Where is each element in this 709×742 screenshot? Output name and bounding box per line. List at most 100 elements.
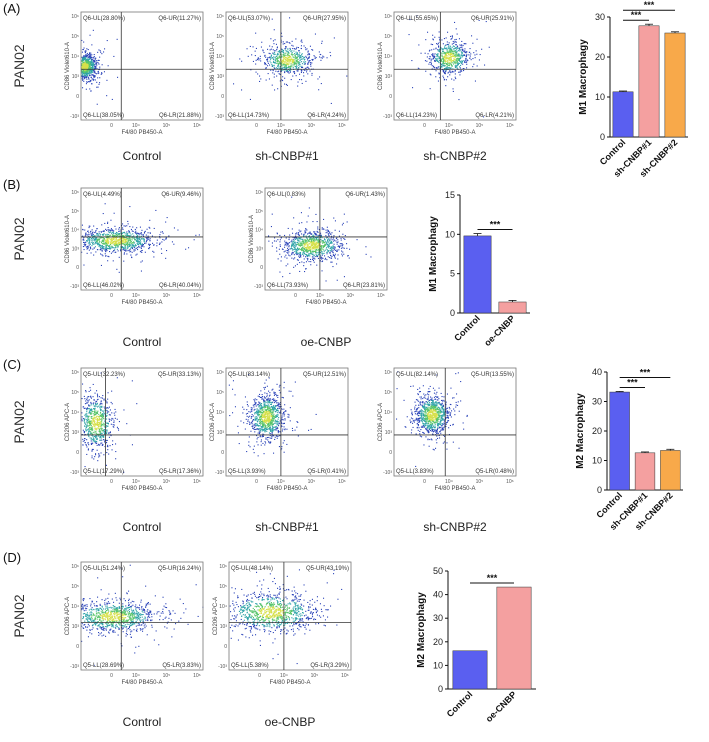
y-tick-label: 10⁴ <box>71 54 79 60</box>
plot-frame <box>80 561 204 671</box>
y-tick-label: 10⁵ <box>384 34 392 40</box>
quadrant-ll-label: Q6-LL(73.93%) <box>267 283 308 289</box>
y-tick-label: 10⁵ <box>216 34 224 40</box>
plot-frame <box>393 367 517 477</box>
scatter-points <box>233 17 348 104</box>
bar <box>498 301 527 314</box>
quadrant-ur-label: Q6-UR(27.95%) <box>303 16 346 22</box>
x-tick-label: 10⁴ <box>280 673 288 679</box>
cytometry-plot-control: Q5-UL(32.23%) Q5-UR(33.13%) Q5-LL(17.29%) Q… <box>65 367 204 534</box>
category-label: Control <box>452 313 482 343</box>
y-tick-label: 0 <box>221 450 224 456</box>
y-tick-label: 20 <box>595 52 605 62</box>
y-axis-label: CD86 Violet610-A <box>65 215 71 263</box>
y-tick-label: 10⁵ <box>71 390 79 396</box>
y-tick-label: 10⁵ <box>216 390 224 396</box>
x-tick-label: 10⁶ <box>193 123 201 129</box>
x-tick-label: 10⁴ <box>132 479 140 485</box>
x-tick-label: 0 <box>110 479 113 485</box>
quadrant-ll-label: Q5-LL(3.93%) <box>228 469 266 475</box>
y-tick-label: 10³ <box>72 624 80 630</box>
y-tick-label: 10⁵ <box>219 584 227 590</box>
category-label: Control <box>445 689 475 719</box>
plot-frame <box>80 187 204 291</box>
x-tick-label: 10⁶ <box>193 673 201 679</box>
y-tick-label: 40 <box>592 367 602 377</box>
scatter-points <box>81 203 200 273</box>
y-tick-label: -10³ <box>70 284 79 290</box>
panel-label: (A) <box>3 1 20 16</box>
condition-label: sh-CNBP#2 <box>423 520 487 534</box>
x-tick-label: 10⁴ <box>132 673 140 679</box>
quadrant-lr-label: Q6-LR(4.21%) <box>475 113 514 119</box>
x-tick-label: 10⁴ <box>316 293 324 299</box>
y-axis-label: CD206 APC-A <box>378 403 384 441</box>
quadrant-ur-label: Q6-UR(1.43%) <box>345 192 385 198</box>
y-tick-label: 5 <box>450 269 455 279</box>
y-tick-label: -10³ <box>383 470 392 476</box>
y-tick-label: 10⁴ <box>255 228 263 234</box>
category-label: oe-CNBP <box>482 313 517 348</box>
x-tick-label: 10⁶ <box>338 123 346 129</box>
y-tick-label: 20 <box>433 637 443 647</box>
category-label: oe-CNBP <box>484 689 519 724</box>
x-tick-label: 0 <box>110 293 113 299</box>
y-tick-label: 0 <box>224 644 227 650</box>
bar <box>463 235 492 314</box>
quadrant-ll-label: Q5-LL(17.29%) <box>83 469 124 475</box>
y-tick-label: 10⁴ <box>71 604 79 610</box>
quadrant-ul-label: Q5-UL(51.24%) <box>83 566 125 572</box>
scatter-points <box>408 15 490 118</box>
plot-frame <box>80 367 204 477</box>
bar <box>634 452 656 491</box>
x-tick-label: 10⁶ <box>193 293 201 299</box>
quadrant-lr-label: Q6-LR(40.04%) <box>159 283 201 289</box>
x-axis-label: F4/80 PB450-A <box>434 130 475 136</box>
quadrant-ur-label: Q5-UR(12.51%) <box>303 372 346 378</box>
y-tick-label: 15 <box>445 190 455 200</box>
x-tick-label: 0 <box>110 673 113 679</box>
x-axis-label: F4/80 PB450-A <box>121 486 162 492</box>
x-tick-label: 10⁵ <box>347 293 355 299</box>
y-tick-label: -10³ <box>215 470 224 476</box>
y-tick-label: 10³ <box>385 430 393 436</box>
x-axis-label: F4/80 PB450-A <box>121 130 162 136</box>
y-axis-label: M1 Macrophagy <box>578 39 589 115</box>
y-tick-label: 30 <box>433 613 443 623</box>
quadrant-lr-label: Q5-LR(0.41%) <box>307 469 346 475</box>
panel-label: (B) <box>3 177 20 192</box>
x-tick-label: 0 <box>255 479 258 485</box>
y-tick-label: 10⁴ <box>71 410 79 416</box>
y-tick-label: 10⁴ <box>384 410 392 416</box>
y-axis-label: CD86 Violet610-A <box>65 42 71 90</box>
condition-label: sh-CNBP#2 <box>423 149 487 163</box>
y-tick-label: 10⁴ <box>216 54 224 60</box>
significance-label: *** <box>487 573 498 583</box>
condition-label: Control <box>123 335 162 349</box>
bar <box>452 650 488 690</box>
y-tick-label: 10⁵ <box>384 390 392 396</box>
y-axis-label: CD206 APC-A <box>213 597 219 635</box>
bar <box>496 586 532 690</box>
x-tick-label: 0 <box>294 293 297 299</box>
significance-label: *** <box>631 10 642 20</box>
quadrant-ur-label: Q5-UR(33.13%) <box>158 372 201 378</box>
y-tick-label: 10 <box>433 660 443 670</box>
cytometry-plot-oe-cnbp: Q5-UL(48.14%) Q5-UR(43.19%) Q5-LL(5.38%) Q5… <box>213 561 352 729</box>
y-tick-label: 10⁶ <box>384 14 392 20</box>
quadrant-ul-label: Q6-UL(55.65%) <box>396 16 438 22</box>
quadrant-ul-label: Q6-UL(53.07%) <box>228 16 270 22</box>
y-tick-label: 40 <box>433 590 443 600</box>
y-tick-label: 0 <box>389 94 392 100</box>
scatter-points <box>81 372 138 473</box>
y-tick-label: 30 <box>592 397 602 407</box>
x-tick-label: 0 <box>110 123 113 129</box>
x-tick-label: 10⁶ <box>338 479 346 485</box>
quadrant-ur-label: Q6-UR(9.46%) <box>161 192 201 198</box>
condition-label: oe-CNBP <box>301 335 352 349</box>
quadrant-ll-label: Q5-LL(28.69%) <box>83 663 124 669</box>
y-tick-label: 0 <box>76 94 79 100</box>
plot-frame <box>228 561 352 671</box>
significance-label: *** <box>627 377 638 387</box>
